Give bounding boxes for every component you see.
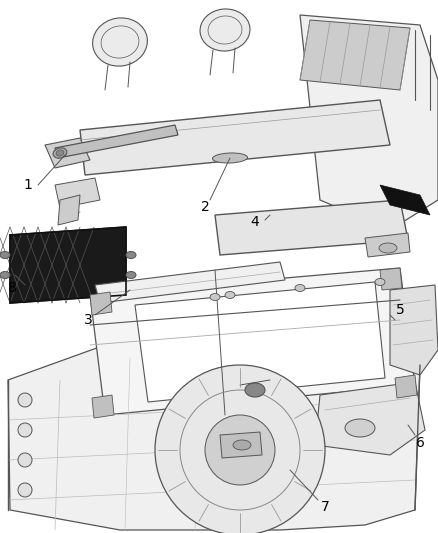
Ellipse shape [126, 252, 136, 259]
Text: 7: 7 [321, 500, 329, 514]
Polygon shape [55, 178, 100, 208]
Ellipse shape [0, 271, 10, 279]
Ellipse shape [375, 279, 385, 286]
Polygon shape [8, 330, 420, 530]
Polygon shape [95, 262, 285, 303]
Polygon shape [395, 375, 417, 398]
Ellipse shape [345, 419, 375, 437]
Polygon shape [135, 282, 385, 402]
Polygon shape [300, 15, 438, 230]
Ellipse shape [233, 440, 251, 450]
Polygon shape [55, 125, 178, 158]
Ellipse shape [126, 271, 136, 279]
Polygon shape [300, 20, 410, 90]
Polygon shape [390, 285, 438, 375]
Polygon shape [10, 227, 126, 303]
Ellipse shape [212, 153, 247, 163]
Text: 2: 2 [201, 200, 209, 214]
Polygon shape [92, 395, 114, 418]
Ellipse shape [295, 285, 305, 292]
Circle shape [205, 415, 275, 485]
Polygon shape [80, 100, 390, 175]
Circle shape [18, 393, 32, 407]
Polygon shape [220, 432, 262, 458]
Polygon shape [365, 233, 410, 257]
Text: 6: 6 [416, 436, 424, 450]
Ellipse shape [200, 9, 250, 51]
Text: 1: 1 [24, 178, 32, 192]
Ellipse shape [379, 243, 397, 253]
Polygon shape [90, 268, 415, 415]
Ellipse shape [225, 292, 235, 298]
Text: 5: 5 [396, 303, 404, 317]
Ellipse shape [92, 18, 148, 66]
Polygon shape [58, 195, 80, 225]
Polygon shape [45, 138, 90, 168]
Ellipse shape [53, 148, 67, 158]
Text: 8: 8 [7, 281, 17, 295]
Circle shape [18, 483, 32, 497]
Ellipse shape [0, 252, 10, 259]
Ellipse shape [245, 383, 265, 397]
Ellipse shape [56, 150, 64, 156]
Circle shape [155, 365, 325, 533]
Polygon shape [90, 292, 112, 315]
Text: 3: 3 [84, 313, 92, 327]
Polygon shape [215, 200, 408, 255]
Text: 4: 4 [251, 215, 259, 229]
Polygon shape [315, 382, 425, 455]
Polygon shape [380, 268, 402, 290]
Circle shape [18, 453, 32, 467]
Polygon shape [380, 185, 430, 215]
Circle shape [18, 423, 32, 437]
Ellipse shape [210, 294, 220, 301]
